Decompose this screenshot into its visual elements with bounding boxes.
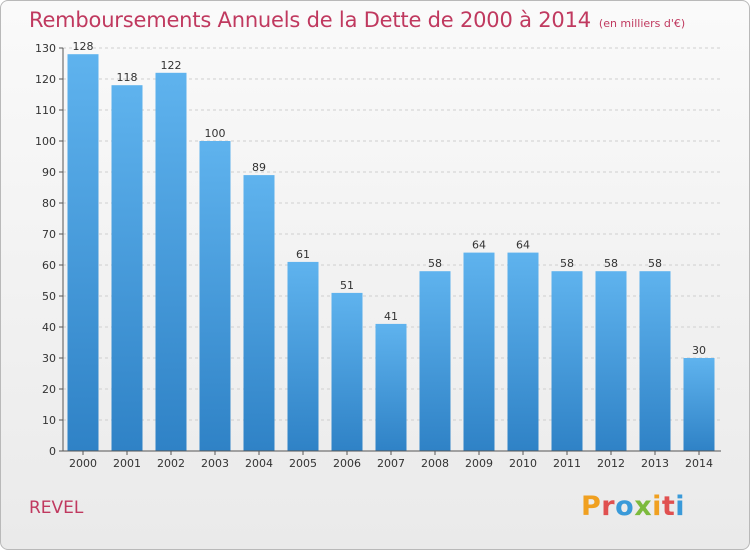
- x-tick-label-2013: 2013: [641, 457, 669, 470]
- bar-2002: [155, 72, 187, 452]
- bar-2005: [287, 261, 319, 451]
- x-tick-label-2004: 2004: [245, 457, 273, 470]
- logo-letter: x: [634, 491, 653, 522]
- x-tick-label-2001: 2001: [113, 457, 141, 470]
- y-tick-label: 70: [42, 228, 56, 241]
- data-label-2006: 51: [340, 279, 354, 292]
- y-tick-label: 130: [35, 42, 56, 55]
- bar-layer: [67, 54, 715, 452]
- bar-2011: [551, 271, 583, 451]
- y-tick-label: 80: [42, 197, 56, 210]
- y-tick-label: 10: [42, 414, 56, 427]
- proxiti-logo[interactable]: Proxiti: [581, 491, 685, 522]
- axis-layer: 0 10 20 30 40 50 60 70 80 90 100 110 120 130 2000 2001 2…: [35, 42, 721, 470]
- y-tick-label: 120: [35, 73, 56, 86]
- y-tick-label: 110: [35, 104, 56, 117]
- y-tick-label: 50: [42, 290, 56, 303]
- x-tick-label-2002: 2002: [157, 457, 185, 470]
- data-label-2009: 64: [472, 239, 486, 252]
- bar-2006: [331, 292, 363, 451]
- data-label-2004: 89: [252, 161, 266, 174]
- commune-name: REVEL: [29, 498, 84, 518]
- x-tick-label-2010: 2010: [509, 457, 537, 470]
- data-label-2008: 58: [428, 257, 442, 270]
- y-tick-label: 90: [42, 166, 56, 179]
- bar-2004: [243, 175, 275, 451]
- x-tick-label-2000: 2000: [69, 457, 97, 470]
- data-label-2011: 58: [560, 257, 574, 270]
- x-tick-label-2011: 2011: [553, 457, 581, 470]
- chart-unit: (en milliers d'€): [598, 17, 686, 30]
- y-tick-label: 20: [42, 383, 56, 396]
- logo-letter: o: [615, 491, 635, 522]
- data-label-2012: 58: [604, 257, 618, 270]
- x-tick-label-2008: 2008: [421, 457, 449, 470]
- bar-2010: [507, 252, 539, 451]
- bar-2014: [683, 358, 715, 451]
- logo-letter: r: [601, 491, 616, 522]
- x-tick-label-2012: 2012: [597, 457, 625, 470]
- data-label-2005: 61: [296, 248, 310, 261]
- bar-2000: [67, 54, 99, 451]
- data-label-2003: 100: [205, 127, 226, 140]
- data-label-2010: 64: [516, 239, 530, 252]
- data-label-2002: 122: [161, 59, 182, 72]
- data-label-2013: 58: [648, 257, 662, 270]
- bar-2012: [595, 271, 627, 451]
- y-tick-label: 40: [42, 321, 56, 334]
- x-tick-label-2007: 2007: [377, 457, 405, 470]
- data-label-2007: 41: [384, 310, 398, 323]
- x-tick-label-2006: 2006: [333, 457, 361, 470]
- x-tick-label-2009: 2009: [465, 457, 493, 470]
- bar-2001: [111, 85, 143, 451]
- x-tick-label-2014: 2014: [685, 457, 713, 470]
- y-tick-label: 60: [42, 259, 56, 272]
- label-layer: 128 118 122 100 89 61 51 41 58 64 64 58 58 58 30: [73, 40, 707, 357]
- bar-2008: [419, 271, 451, 451]
- bar-2003: [199, 141, 231, 451]
- logo-letter: t: [661, 491, 676, 522]
- y-tick-label: 100: [35, 135, 56, 148]
- chart-title-text: Remboursements Annuels de la Dette de 20…: [29, 8, 591, 32]
- x-tick-label-2005: 2005: [289, 457, 317, 470]
- logo-letter: i: [652, 491, 662, 522]
- data-label-2014: 30: [692, 344, 706, 357]
- logo-letter: i: [675, 491, 686, 522]
- y-tick-label: 0: [49, 445, 56, 458]
- bar-2007: [375, 323, 407, 451]
- bar-2009: [463, 252, 495, 451]
- bar-2013: [639, 271, 671, 451]
- y-tick-label: 30: [42, 352, 56, 365]
- data-label-2001: 118: [117, 71, 138, 84]
- x-tick-label-2003: 2003: [201, 457, 229, 470]
- logo-letter: P: [581, 491, 602, 522]
- chart-title: Remboursements Annuels de la Dette de 20…: [29, 8, 685, 32]
- data-label-2000: 128: [73, 40, 94, 53]
